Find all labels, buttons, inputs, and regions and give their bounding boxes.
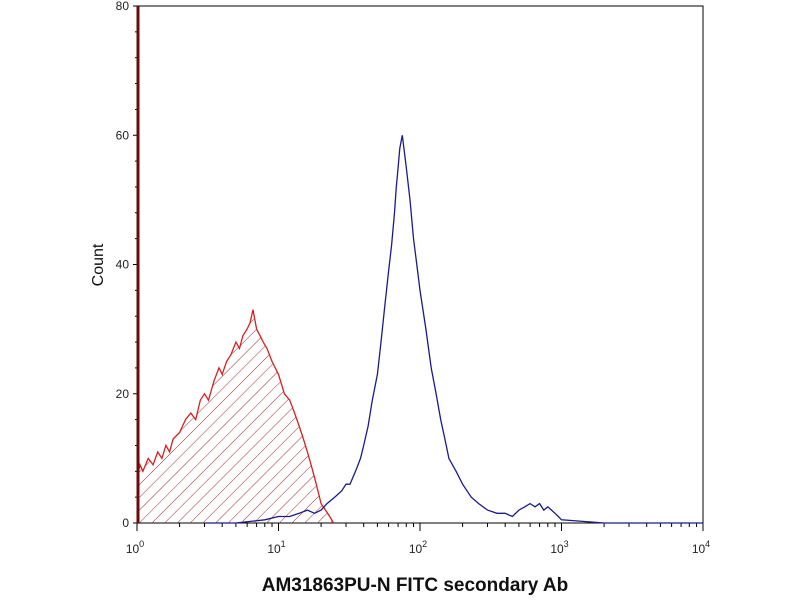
histogram-line-1 bbox=[204, 135, 703, 524]
x-tick-label: 102 bbox=[409, 539, 427, 556]
y-tick-label: 80 bbox=[116, 0, 130, 13]
histogram-fill-hatched bbox=[137, 309, 334, 523]
y-tick-label: 20 bbox=[116, 387, 130, 401]
histogram-line-0 bbox=[136, 309, 335, 524]
x-tick-label: 101 bbox=[267, 539, 285, 556]
x-tick-label: 100 bbox=[126, 539, 144, 556]
y-tick-label: 40 bbox=[116, 258, 130, 272]
x-tick-label: 104 bbox=[692, 539, 710, 556]
y-axis-title: Count bbox=[90, 243, 107, 286]
x-tick-label: 103 bbox=[550, 539, 568, 556]
x-axis-title: AM31863PU-N FITC secondary Ab bbox=[262, 575, 569, 596]
y-tick-label: 60 bbox=[116, 128, 130, 142]
y-tick-label: 0 bbox=[122, 516, 129, 530]
plot-area: 0 20 40 60 80 100 101 102 103 104 bbox=[116, 0, 711, 556]
